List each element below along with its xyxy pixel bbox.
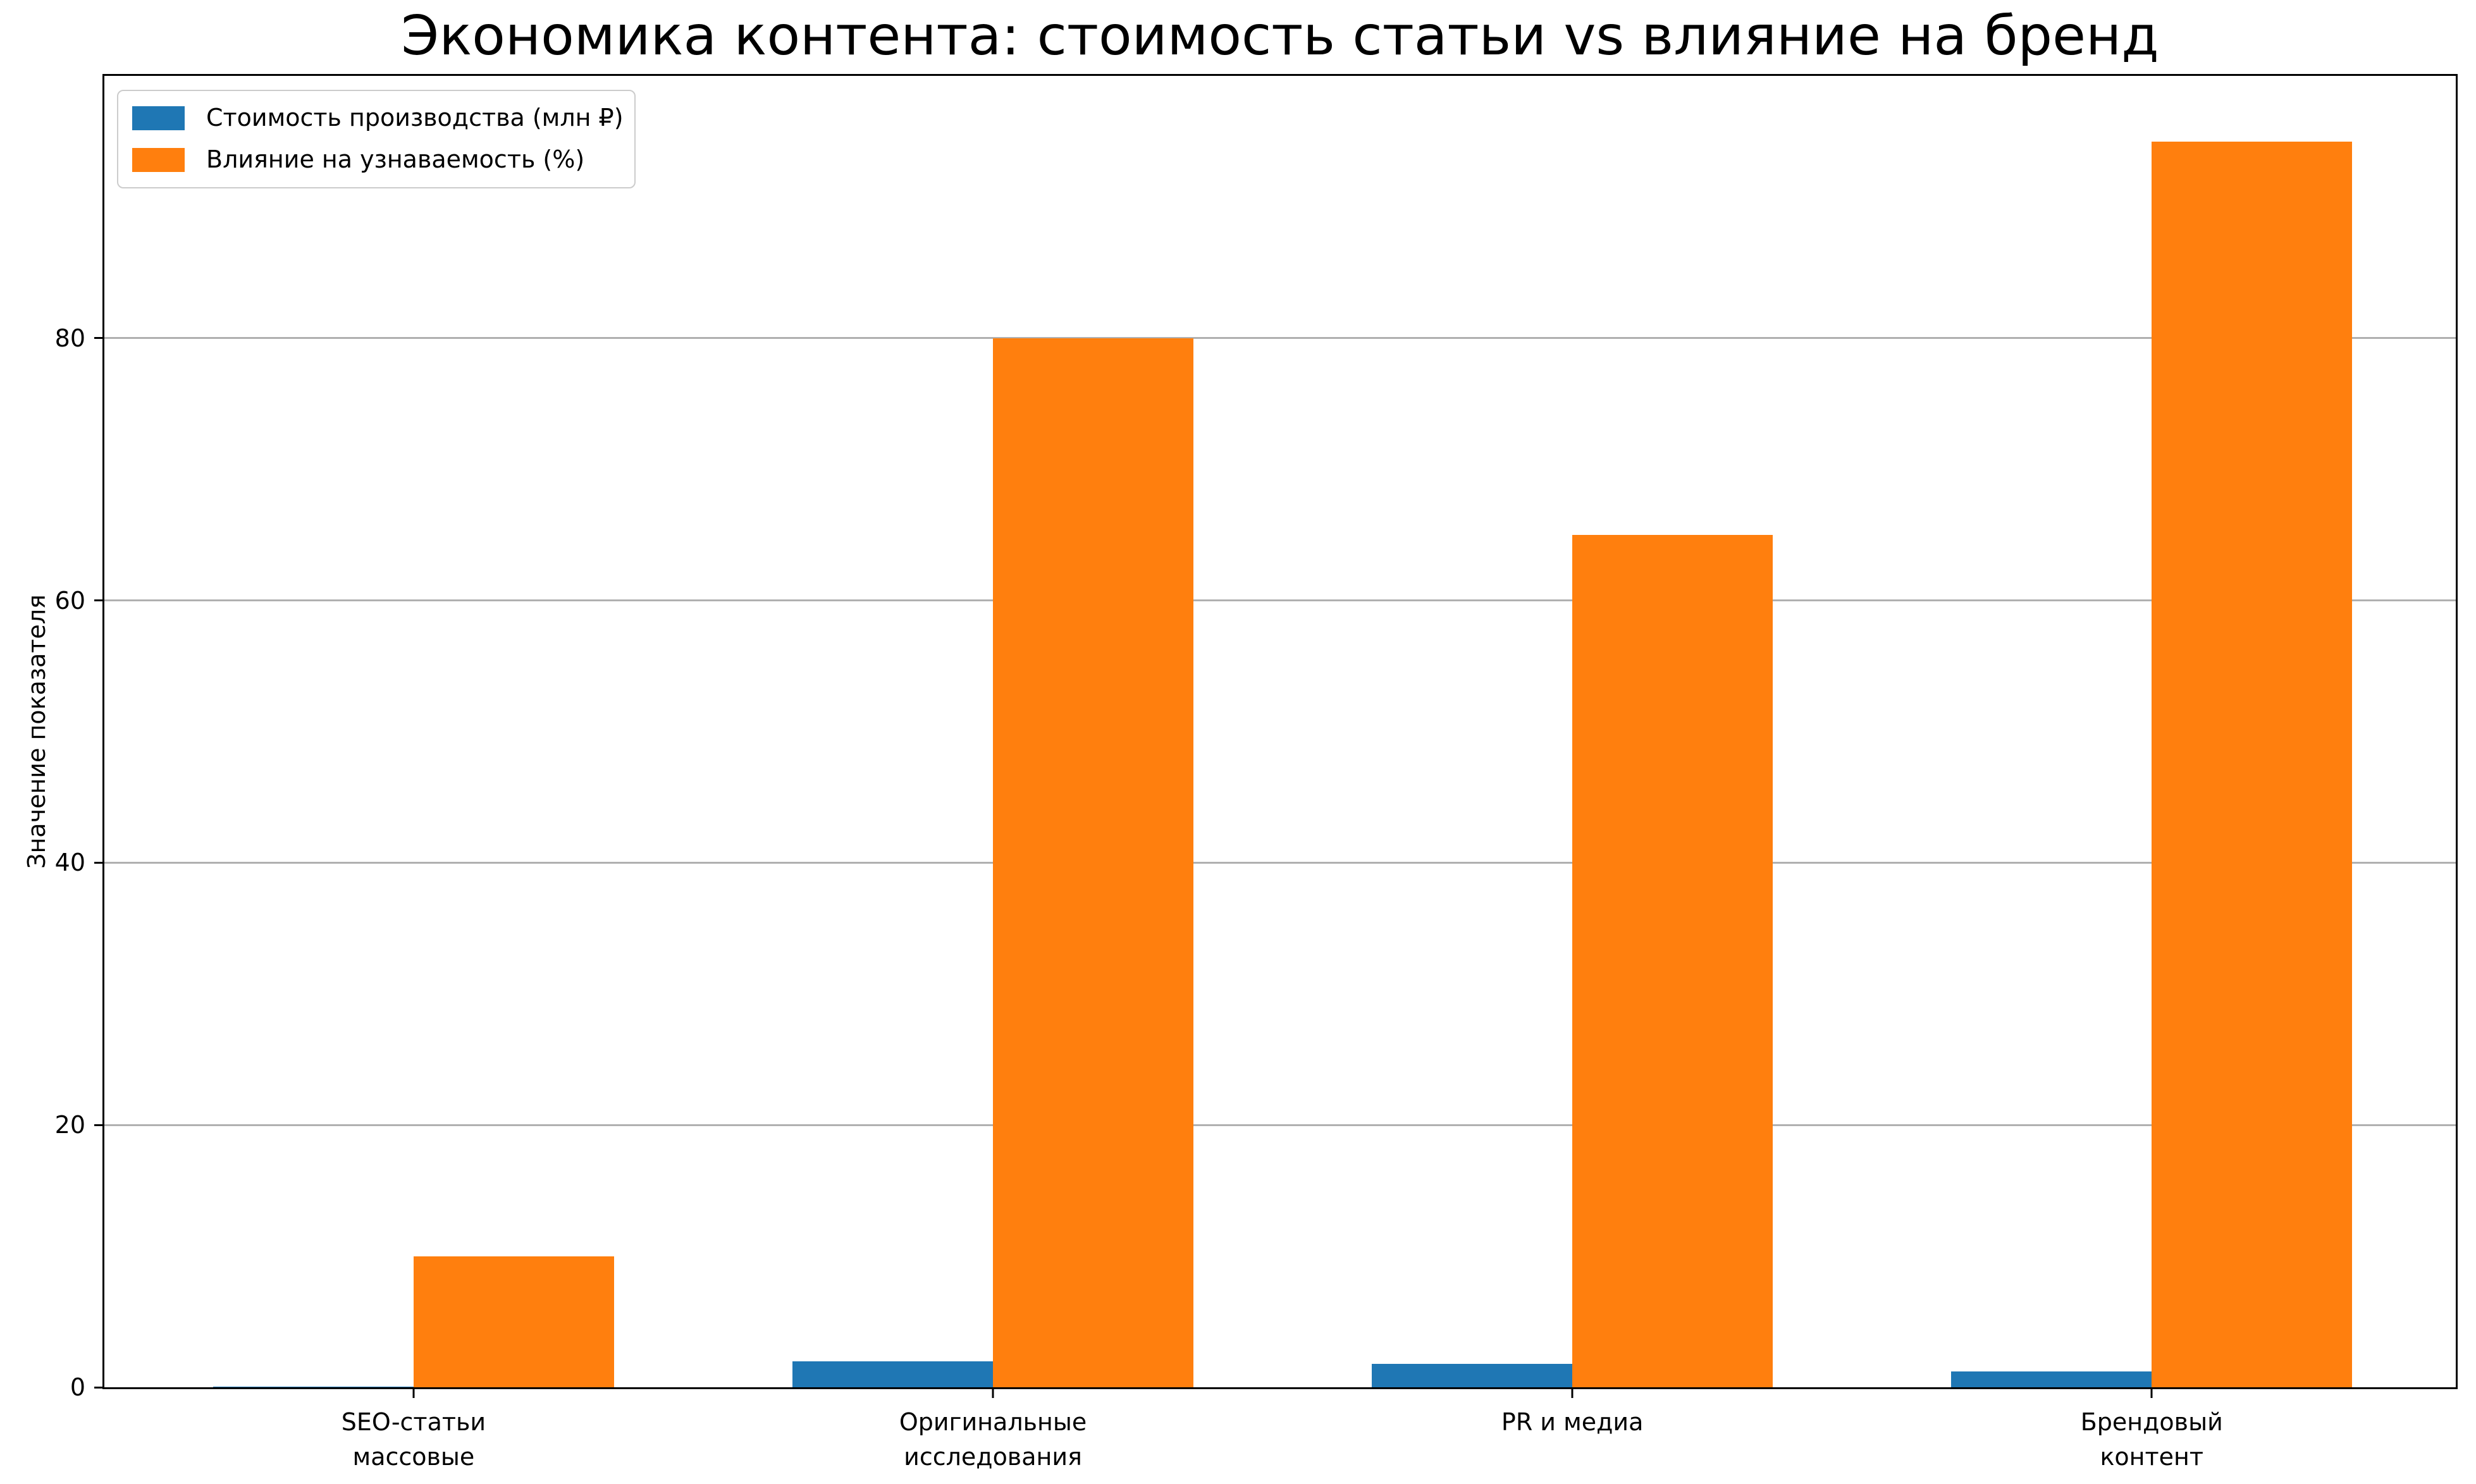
y-tick-label-20: 20 <box>54 1111 85 1139</box>
bar-cost-cat4 <box>1951 1371 2152 1387</box>
y-tick-40 <box>94 861 104 864</box>
bar-cost-cat3 <box>1372 1363 1573 1387</box>
y-tick-60 <box>94 599 104 602</box>
bar-impact-cat1 <box>413 1256 615 1387</box>
gridline-60 <box>104 599 2456 602</box>
bar-cost-cat2 <box>792 1361 994 1387</box>
plot-area: Стоимость производства (млн ₽) Влияние н… <box>55 74 2458 1471</box>
legend-swatch-impact-icon <box>132 147 185 172</box>
x-tick-label-cat1: SEO-статьи массовые <box>341 1408 486 1471</box>
legend: Стоимость производства (млн ₽) Влияние н… <box>117 90 636 188</box>
bar-impact-cat2 <box>993 338 1194 1387</box>
bar-impact-cat3 <box>1572 534 1773 1387</box>
y-tick-label-40: 40 <box>54 849 85 877</box>
y-tick-label-80: 80 <box>54 324 85 352</box>
gridline-40 <box>104 861 2456 864</box>
y-axis-label: Значение показателя <box>23 594 51 869</box>
legend-label-impact: Влияние на узнаваемость (%) <box>206 145 585 173</box>
x-tick-cat2 <box>992 1389 994 1398</box>
x-tick-label-cat3: PR и медиа <box>1501 1408 1644 1436</box>
legend-label-cost: Стоимость производства (млн ₽) <box>206 104 624 132</box>
y-tick-0 <box>94 1386 104 1389</box>
gridline-20 <box>104 1124 2456 1126</box>
x-tick-label-cat2: Оригинальные исследования <box>899 1408 1087 1471</box>
legend-item-cost: Стоимость производства (млн ₽) <box>132 104 624 132</box>
bar-impact-cat4 <box>2152 141 2353 1387</box>
gridline-80 <box>104 337 2456 340</box>
chart-title: Экономика контента: стоимость статьи vs … <box>401 4 2159 68</box>
x-tick-label-cat4: Брендовый контент <box>2080 1408 2223 1471</box>
x-tick-cat4 <box>2150 1389 2153 1398</box>
y-tick-label-60: 60 <box>54 586 85 615</box>
y-tick-20 <box>94 1124 104 1126</box>
x-tick-cat1 <box>412 1389 415 1398</box>
legend-item-impact: Влияние на узнаваемость (%) <box>132 145 622 173</box>
y-tick-label-0: 0 <box>70 1373 85 1401</box>
legend-swatch-cost-icon <box>132 106 185 130</box>
x-tick-cat3 <box>1571 1389 1574 1398</box>
y-tick-80 <box>94 337 104 340</box>
